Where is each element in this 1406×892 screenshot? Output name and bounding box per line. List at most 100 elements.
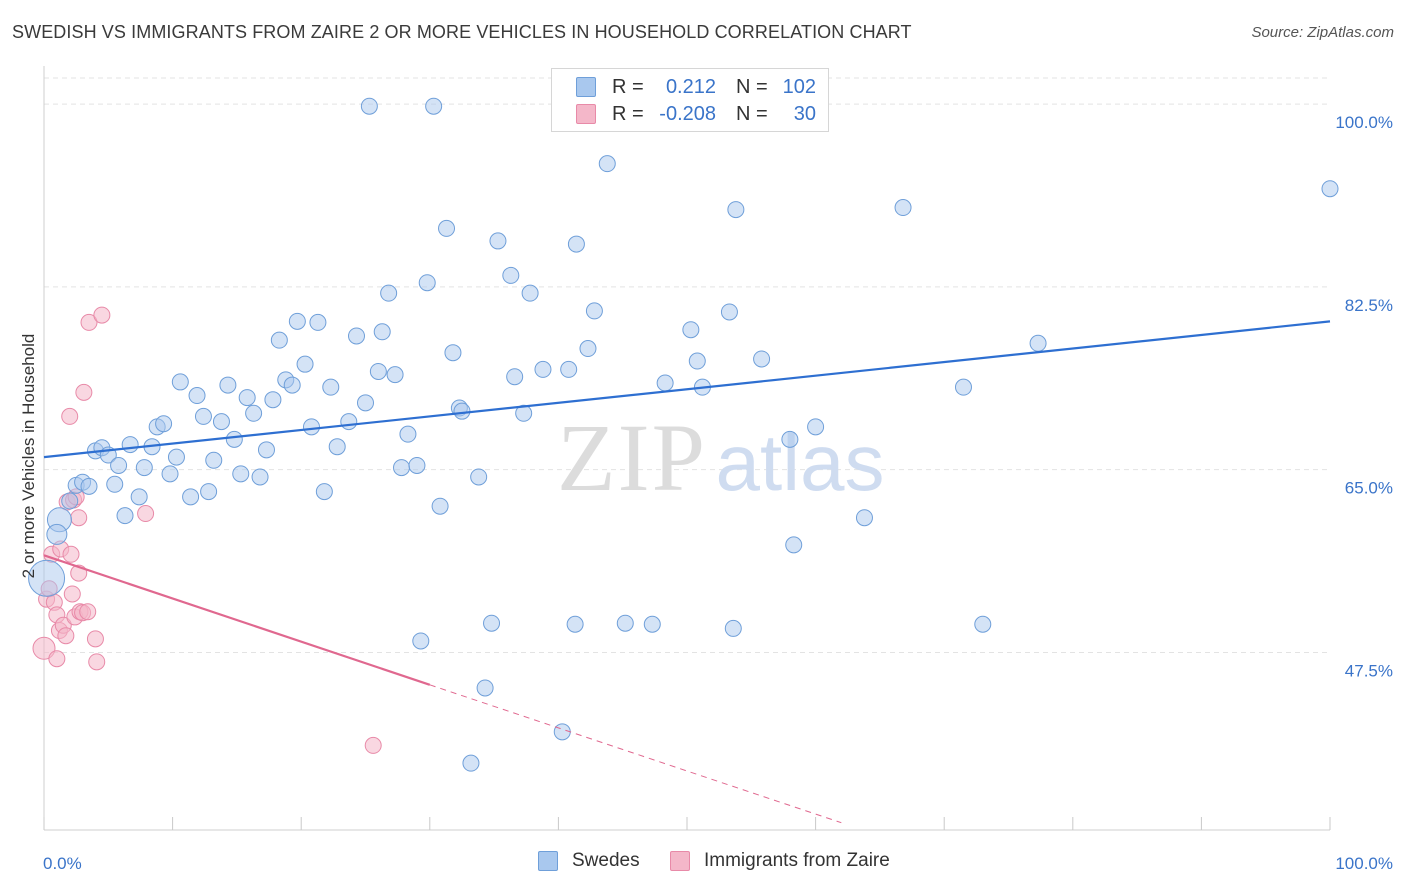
swedes-point — [373, 323, 391, 341]
swedes-point — [567, 235, 585, 253]
swedes-point — [116, 507, 134, 525]
swedes-point — [155, 415, 173, 433]
grid-lines — [44, 77, 1330, 653]
zaire-point — [79, 603, 97, 621]
legend-n-value: 102 — [782, 75, 816, 98]
zaire-point — [62, 545, 80, 563]
legend-r-label: R = — [612, 75, 644, 98]
swedes-point — [283, 376, 301, 394]
source-label: Source: ZipAtlas.com — [1251, 24, 1394, 41]
swedes-point — [380, 284, 398, 302]
zaire-point — [63, 585, 81, 603]
swedes-point — [270, 331, 288, 349]
swedes-point — [296, 355, 314, 373]
swedes-point — [106, 475, 124, 493]
swedes-point — [328, 438, 346, 456]
swedes-point — [167, 448, 185, 466]
swedes-point — [566, 615, 584, 633]
swedes-point — [785, 536, 803, 554]
y-axis-label: 2 or more Vehicles in Household — [19, 334, 38, 579]
swedes-point — [61, 492, 79, 510]
y-tick-label: 100.0% — [1335, 113, 1393, 132]
swedes-point — [360, 97, 378, 115]
swedes-point — [643, 615, 661, 633]
swedes-point — [130, 488, 148, 506]
swedes-point — [807, 418, 825, 436]
zaire-trend-line — [43, 554, 431, 686]
swedes-point — [205, 451, 223, 469]
zaire-point — [88, 653, 106, 671]
swedes-point — [688, 352, 706, 370]
legend-row-swedes: R = 0.212 N = 102 — [576, 73, 816, 101]
swedes-point — [781, 430, 799, 448]
swedes-point — [288, 312, 306, 330]
swedes-point — [656, 374, 674, 392]
swedes-point — [194, 407, 212, 425]
legend-n-label: N = — [736, 75, 768, 98]
legend-item-zaire[interactable]: Immigrants from Zaire — [670, 850, 890, 872]
zaire-trend-extension — [429, 684, 842, 824]
swedes-point — [489, 232, 507, 250]
swedes-point — [616, 614, 634, 632]
zaire-point — [93, 306, 111, 324]
swedes-point — [309, 313, 327, 331]
swedes-point — [302, 418, 320, 436]
swedes-point — [135, 459, 153, 477]
swedes-point — [431, 497, 449, 515]
y-tick-label: 47.5% — [1345, 661, 1393, 680]
swedes-point — [753, 350, 771, 368]
swedes-point — [470, 468, 488, 486]
swedes-point — [200, 483, 218, 501]
zaire-swatch — [670, 851, 690, 871]
watermark-zip: ZIP — [557, 404, 707, 511]
swedes-point — [257, 441, 275, 459]
legend-label-swedes: Swedes — [572, 850, 640, 871]
chart-title: SWEDISH VS IMMIGRANTS FROM ZAIRE 2 OR MO… — [12, 22, 912, 42]
swedes-point — [727, 201, 745, 219]
swedes-point — [225, 430, 243, 448]
y-tick-label: 82.5% — [1345, 296, 1393, 315]
swedes-point — [80, 477, 98, 495]
legend-item-swedes[interactable]: Swedes — [538, 850, 640, 872]
swedes-point — [1029, 334, 1047, 352]
swedes-point — [121, 436, 139, 454]
trend-lines — [43, 320, 1331, 824]
swedes-point — [553, 723, 571, 741]
legend-row-zaire: R = -0.208 N = 30 — [576, 100, 816, 128]
swedes-point — [560, 360, 578, 378]
swedes-point — [347, 327, 365, 345]
swedes-point — [855, 509, 873, 527]
swedes-point — [340, 413, 358, 431]
swedes-point — [238, 389, 256, 407]
swedes-point — [369, 362, 387, 380]
swedes-point — [720, 303, 738, 321]
zaire-point — [86, 630, 104, 648]
swedes-point — [483, 614, 501, 632]
swedes-point — [245, 404, 263, 422]
swedes-point — [188, 387, 206, 405]
swedes-point — [110, 456, 128, 474]
swedes-point — [954, 378, 972, 396]
zaire-points — [32, 306, 382, 754]
swedes-point — [682, 321, 700, 339]
zaire-point — [57, 627, 75, 645]
swedes-point — [182, 488, 200, 506]
swedes-point — [264, 391, 282, 409]
swedes-points — [28, 97, 1339, 772]
zaire-point — [75, 383, 93, 401]
swedes-point — [322, 378, 340, 396]
swedes-point — [357, 394, 374, 412]
swedes-point — [453, 402, 471, 420]
zaire-point — [32, 636, 56, 660]
swedes-point — [418, 274, 436, 292]
zaire-point — [70, 509, 88, 527]
swedes-point — [724, 619, 742, 637]
legend-n-label: N = — [736, 102, 768, 125]
y-tick-label: 65.0% — [1345, 479, 1393, 498]
tick-labels: 47.5% 65.0% 82.5% 100.0% 0.0% 100.0% — [43, 113, 1393, 873]
swedes-point — [425, 97, 443, 115]
swedes-point — [171, 373, 189, 391]
swedes-point — [974, 615, 992, 633]
swedes-point — [444, 344, 462, 362]
